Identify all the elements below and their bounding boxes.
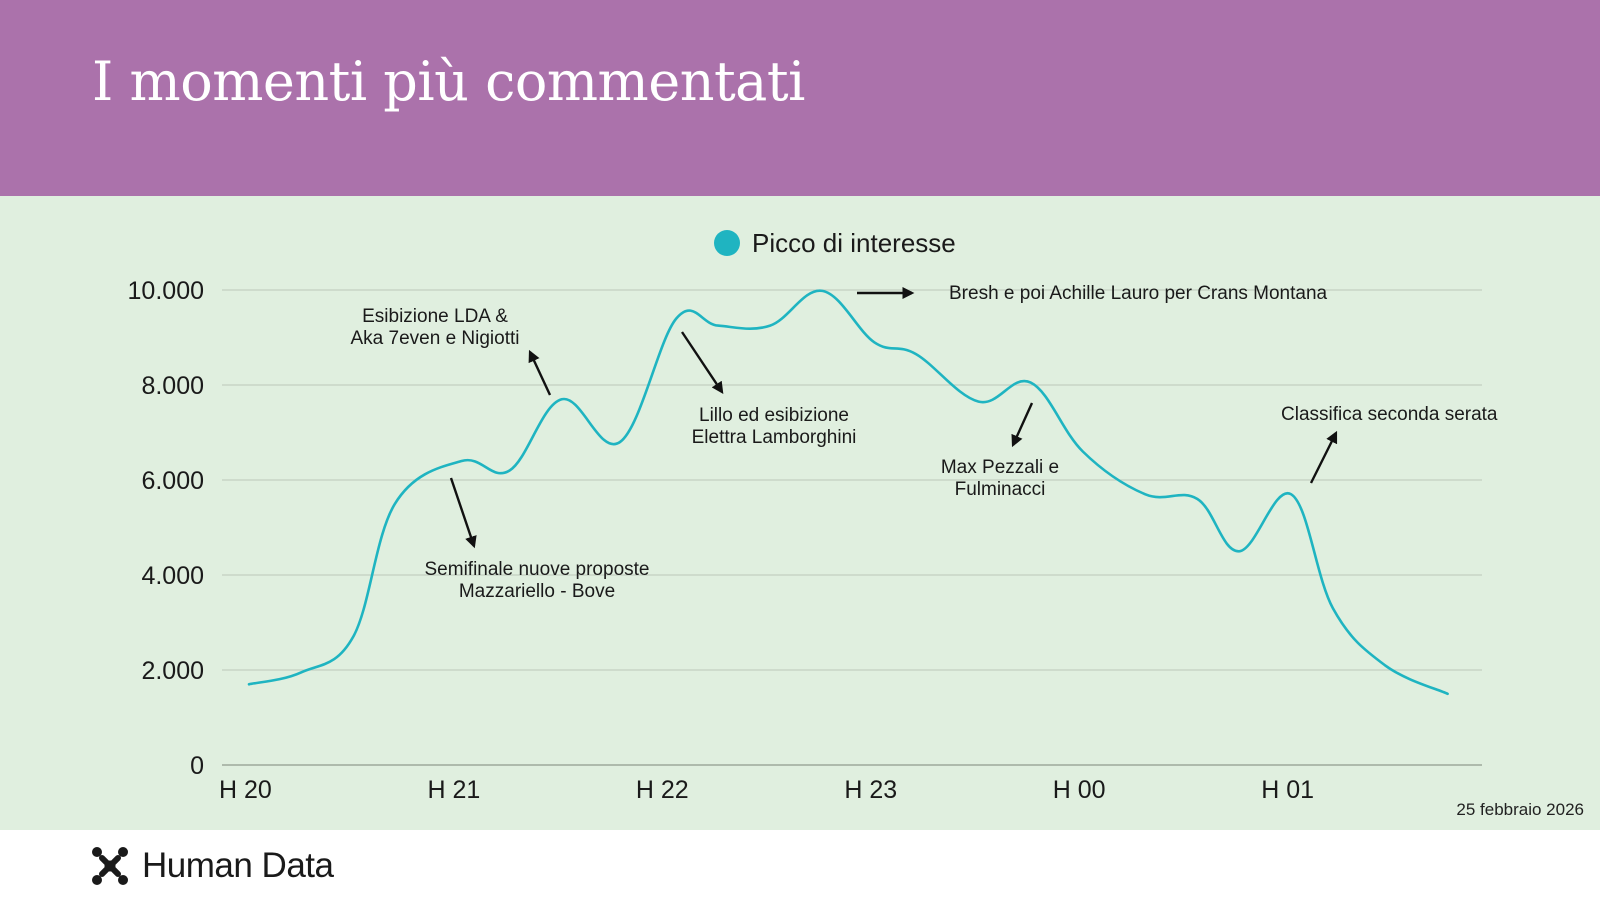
y-tick-label: 2.000 xyxy=(141,657,204,685)
annotation-arrow xyxy=(681,331,724,394)
x-tick-label: H 21 xyxy=(427,776,480,804)
annotation: Esibizione LDA &Aka 7even e Nigiotti xyxy=(351,306,552,396)
page-title: I momenti più commentati xyxy=(92,50,805,113)
chart-series xyxy=(247,289,1449,696)
annotation-label: Bresh e poi Achille Lauro per Crans Mont… xyxy=(949,283,1328,304)
annotation-label: Aka 7even e Nigiotti xyxy=(351,328,520,349)
annotation-label: Lillo ed esibizione xyxy=(699,405,849,426)
annotation-arrow xyxy=(1011,402,1034,448)
legend-label: Picco di interesse xyxy=(752,228,956,258)
brand-name: Human Data xyxy=(142,846,334,885)
chart-legend: Picco di interesse xyxy=(714,228,956,258)
legend-marker xyxy=(714,230,740,256)
annotation: Bresh e poi Achille Lauro per Crans Mont… xyxy=(857,283,1328,304)
annotation-label: Esibizione LDA & xyxy=(362,306,508,327)
annotation-arrow xyxy=(528,349,552,396)
annotation-arrow xyxy=(1309,430,1338,484)
y-tick-label: 6.000 xyxy=(141,467,204,495)
x-tick-label: H 20 xyxy=(219,776,272,804)
chart-annotations: Esibizione LDA &Aka 7even e Nigiotti Semi… xyxy=(351,283,1498,602)
annotation-label: Elettra Lamborghini xyxy=(692,427,857,448)
y-tick-label: 0 xyxy=(190,752,204,780)
chart-grid xyxy=(222,289,1482,766)
annotation-label: Fulminacci xyxy=(955,479,1046,500)
y-tick-label: 10.000 xyxy=(128,277,204,305)
series-line-picco-di-interesse xyxy=(247,289,1449,696)
annotation-label: Mazzariello - Bove xyxy=(459,581,615,602)
header-banner: I momenti più commentati xyxy=(0,0,1600,196)
x-axis-ticks: H 20 H 21 H 22 H 23 H 00 H 01 xyxy=(219,776,1314,804)
x-tick-label: H 01 xyxy=(1261,776,1314,804)
x-tick-label: H 22 xyxy=(636,776,689,804)
human-data-logo-icon xyxy=(92,847,128,885)
annotation-label: Classifica seconda serata xyxy=(1281,404,1498,425)
x-tick-label: H 23 xyxy=(844,776,897,804)
x-tick-label: H 00 xyxy=(1053,776,1106,804)
annotation-arrow xyxy=(449,477,477,549)
brand-logo: Human Data xyxy=(88,844,334,888)
y-axis-ticks: 0 2.000 4.000 6.000 8.000 10.000 xyxy=(128,277,204,780)
y-tick-label: 8.000 xyxy=(141,372,204,400)
annotation-label: Semifinale nuove proposte xyxy=(425,559,650,580)
y-tick-label: 4.000 xyxy=(141,562,204,590)
annotation: Classifica seconda serata xyxy=(1281,404,1498,484)
date-label: 25 febbraio 2026 xyxy=(1456,800,1584,819)
annotation-label: Max Pezzali e xyxy=(941,457,1059,478)
